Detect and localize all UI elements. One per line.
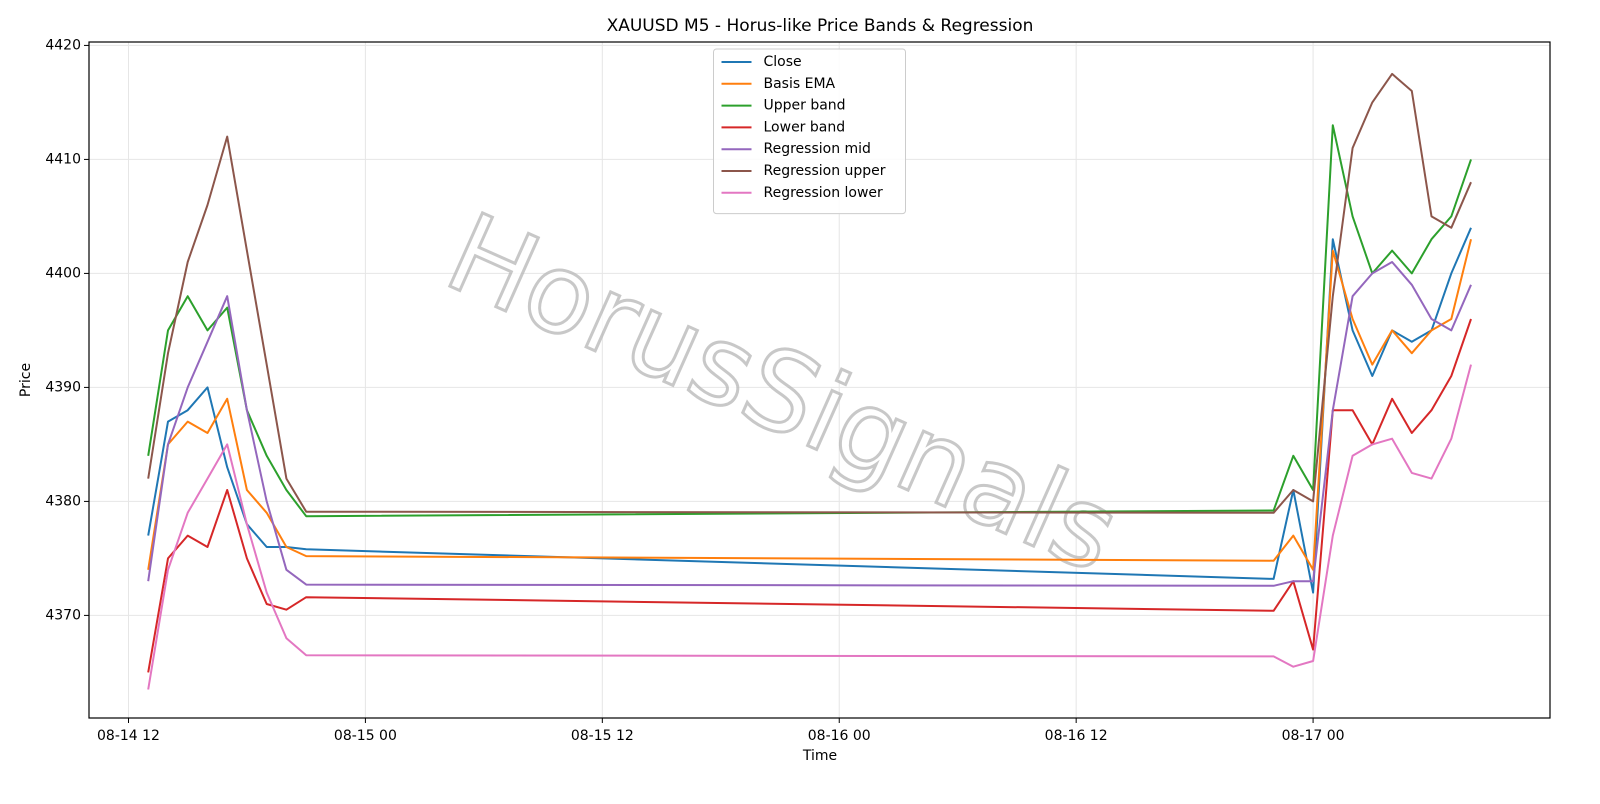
lines	[147, 72, 1472, 690]
x-axis-label: Time	[802, 748, 837, 764]
x-tick-label: 08-15 12	[571, 728, 634, 744]
grid: 4370 4380 4390 4400 4410 4420 08-14 12 08-15 00…	[45, 37, 1550, 744]
legend-box	[713, 48, 906, 215]
y-tick-label: 4420	[45, 37, 81, 53]
legend-label: Close	[764, 54, 802, 70]
chart-title: XAUUSD M5 - Horus-like Price Bands & Reg…	[607, 16, 1034, 36]
series-line	[147, 318, 1472, 673]
x-tick-label: 08-15 00	[334, 728, 397, 744]
watermark: HorusSignals	[429, 189, 1137, 598]
x-tick-label: 08-16 12	[1045, 728, 1108, 744]
legend: Close Basis EMA Upper band Lower band Regres…	[713, 48, 906, 215]
y-tick-label: 4380	[45, 493, 81, 509]
y-tick-label: 4410	[45, 151, 81, 167]
legend-label: Basis EMA	[764, 76, 836, 92]
plot-frame	[88, 41, 1551, 719]
legend-label: Regression upper	[764, 163, 886, 179]
x-tick-label: 08-17 00	[1282, 728, 1345, 744]
legend-label: Lower band	[764, 119, 846, 135]
legend-label: Regression mid	[764, 141, 871, 157]
series-line	[147, 227, 1472, 594]
series-line	[147, 364, 1472, 690]
y-tick-label: 4390	[45, 379, 81, 395]
x-tick-label: 08-14 12	[97, 728, 160, 744]
y-tick-label: 4370	[45, 607, 81, 623]
series-line	[147, 261, 1472, 587]
x-tick-label: 08-16 00	[808, 728, 871, 744]
legend-label: Upper band	[764, 98, 846, 114]
legend-label: Regression lower	[764, 185, 884, 201]
y-axis-label: Price	[18, 363, 34, 397]
y-tick-label: 4400	[45, 265, 81, 281]
series-line	[147, 124, 1472, 518]
series-line	[147, 238, 1472, 571]
series-line	[147, 72, 1472, 514]
